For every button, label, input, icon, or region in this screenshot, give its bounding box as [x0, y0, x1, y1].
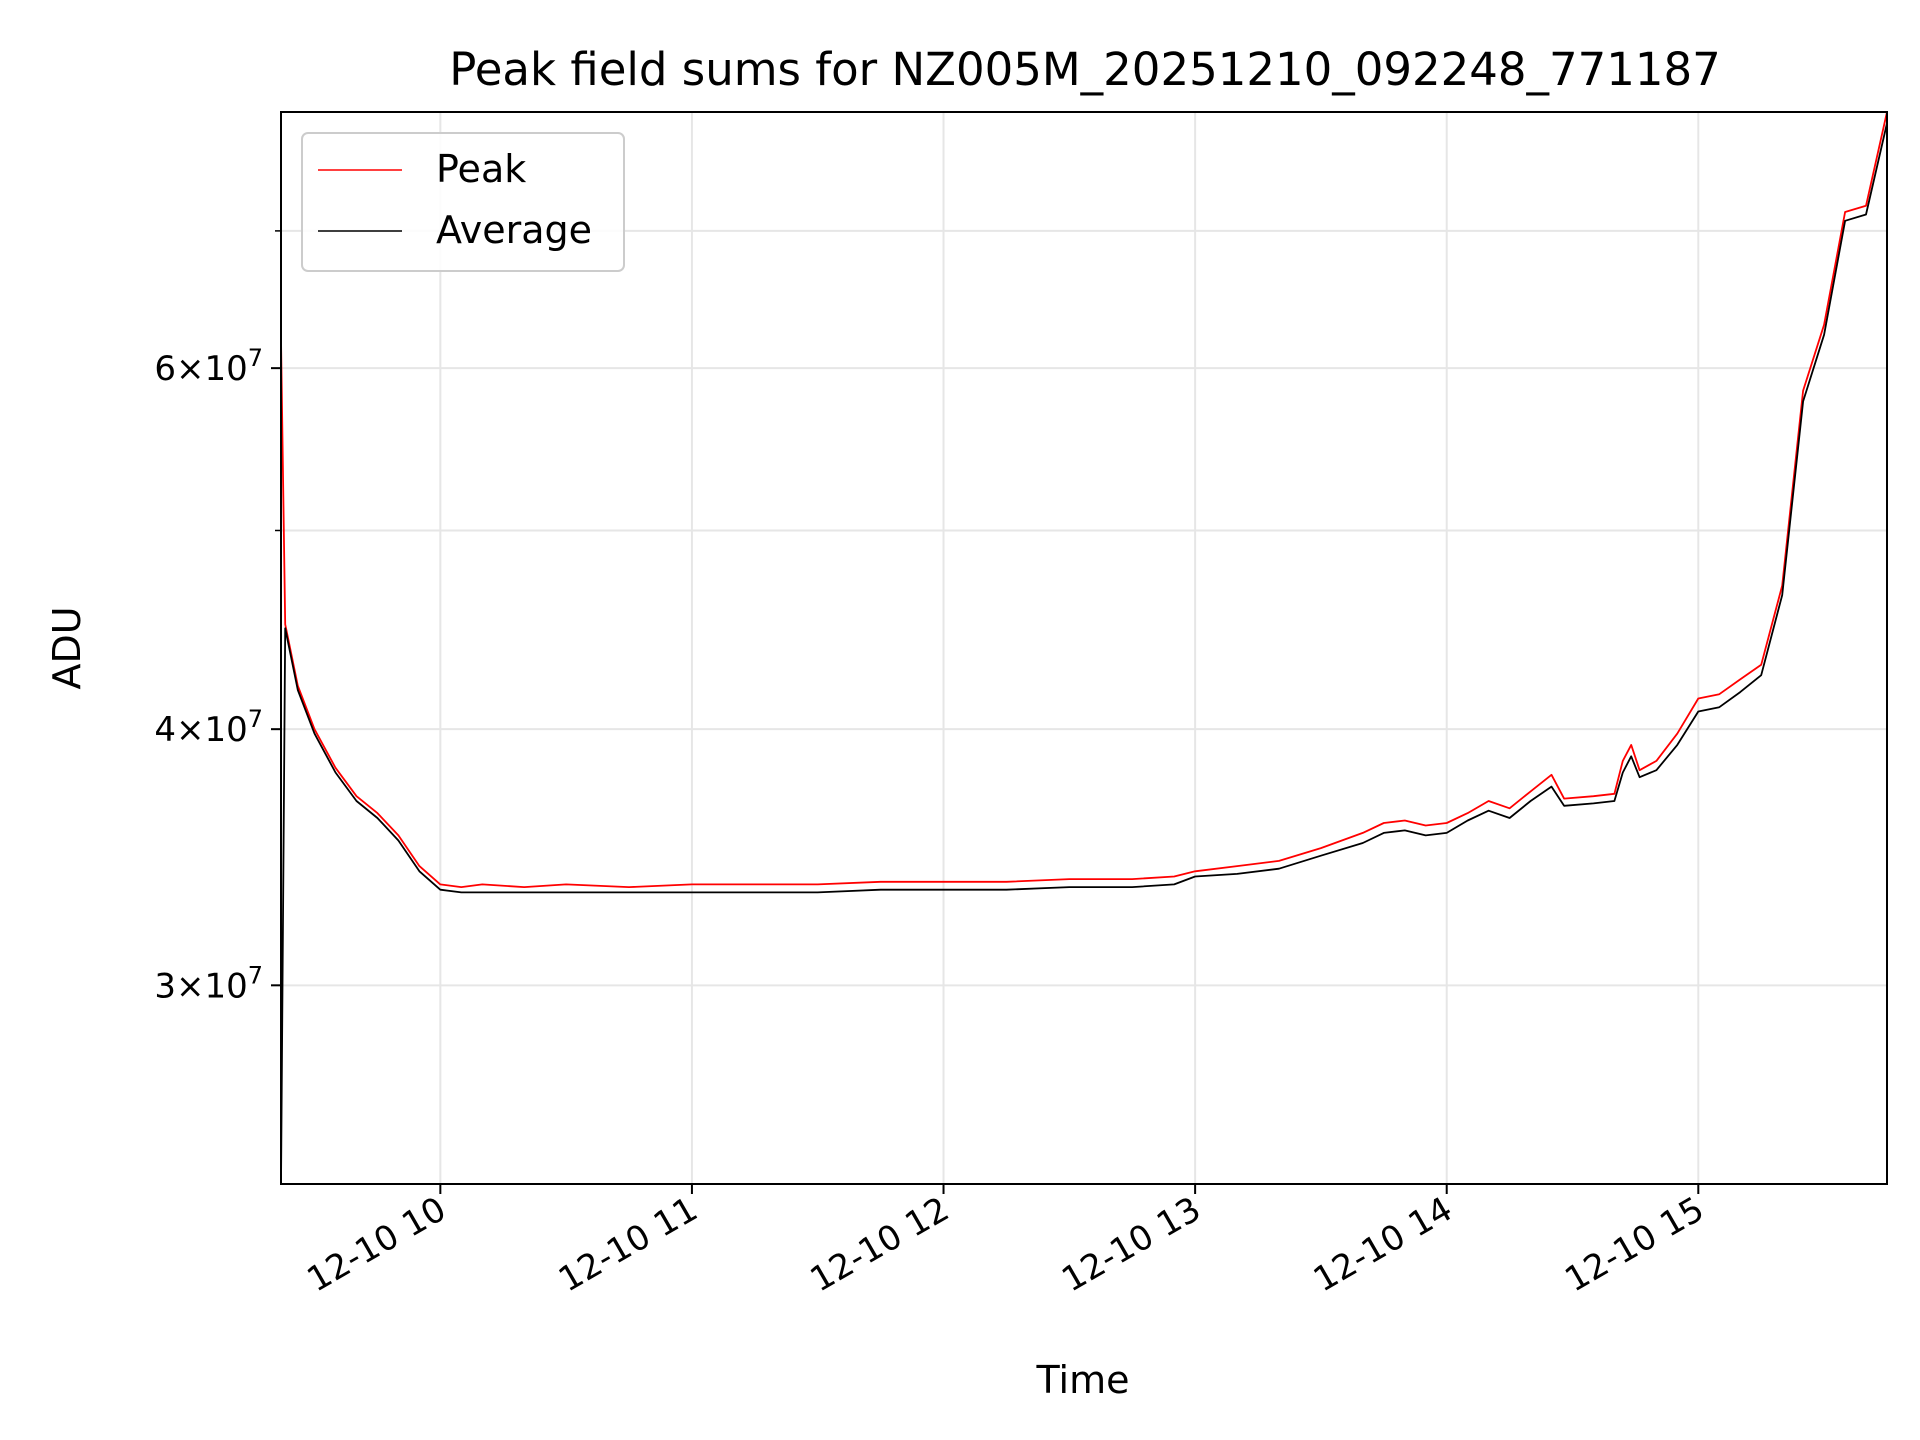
- y-tick-label: 3×107: [154, 961, 263, 1006]
- legend-label-peak: Peak: [436, 147, 526, 191]
- legend: Peak Average: [301, 132, 625, 272]
- y-axis-title: ADU: [45, 606, 89, 689]
- y-tick-label: 4×107: [154, 705, 263, 750]
- plot-frame: [280, 111, 1888, 1185]
- series-layer: [280, 111, 1888, 1185]
- series-line-average: [280, 122, 1888, 1185]
- x-axis-title: Time: [1036, 1358, 1130, 1402]
- y-tick-label: 6×107: [154, 344, 263, 389]
- series-line-peak: [280, 111, 1888, 888]
- legend-label-average: Average: [436, 208, 592, 252]
- legend-box: [301, 132, 625, 272]
- grid-lines: [281, 112, 1887, 1184]
- chart-title: Peak field sums for NZ005M_20251210_0922…: [449, 43, 1721, 96]
